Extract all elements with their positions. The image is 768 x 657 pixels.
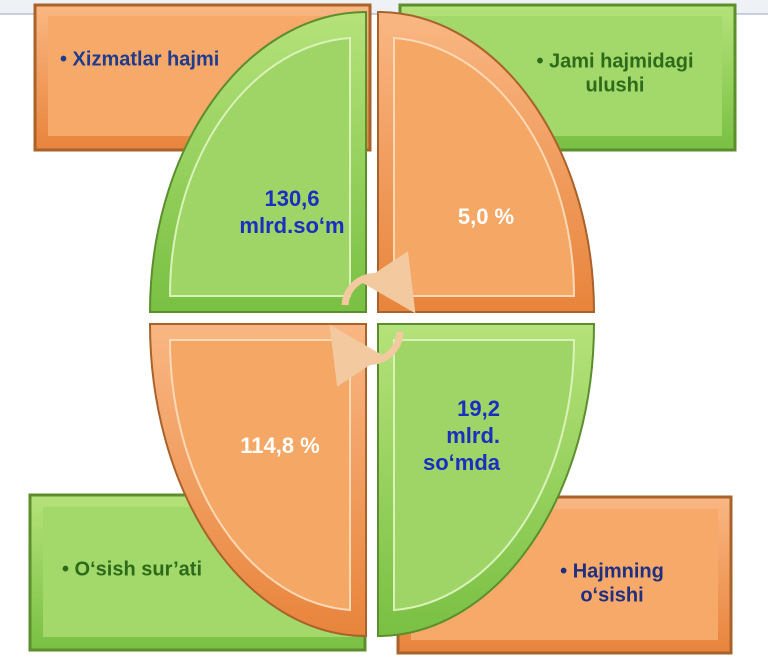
quadrant-face xyxy=(168,339,351,612)
box-label: • Hajmning xyxy=(560,560,664,582)
quadrant-value: so‘mda xyxy=(423,450,501,475)
quadrant-face xyxy=(168,36,351,297)
quadrant-value: 130,6 xyxy=(264,186,319,211)
cycle-arrow xyxy=(341,251,416,314)
quadrant-value: mlrd. xyxy=(446,423,500,448)
quadrant-value: 19,2 xyxy=(457,396,500,421)
quadrant-face xyxy=(393,339,576,612)
quadrant-value: 5,0 % xyxy=(458,204,514,229)
box-label: o‘sishi xyxy=(580,584,643,606)
quadrant-face xyxy=(393,36,576,297)
cycle-arrow xyxy=(329,324,404,387)
box-label: ulushi xyxy=(586,74,645,96)
quadrant-value: mlrd.so‘m xyxy=(239,213,344,238)
quadrant-value: 114,8 % xyxy=(240,433,320,458)
box-label: • O‘sish sur’ati xyxy=(62,558,202,580)
box-label: • Jami hajmidagi xyxy=(536,50,693,72)
box-label: • Xizmatlar hajmi xyxy=(60,48,219,70)
